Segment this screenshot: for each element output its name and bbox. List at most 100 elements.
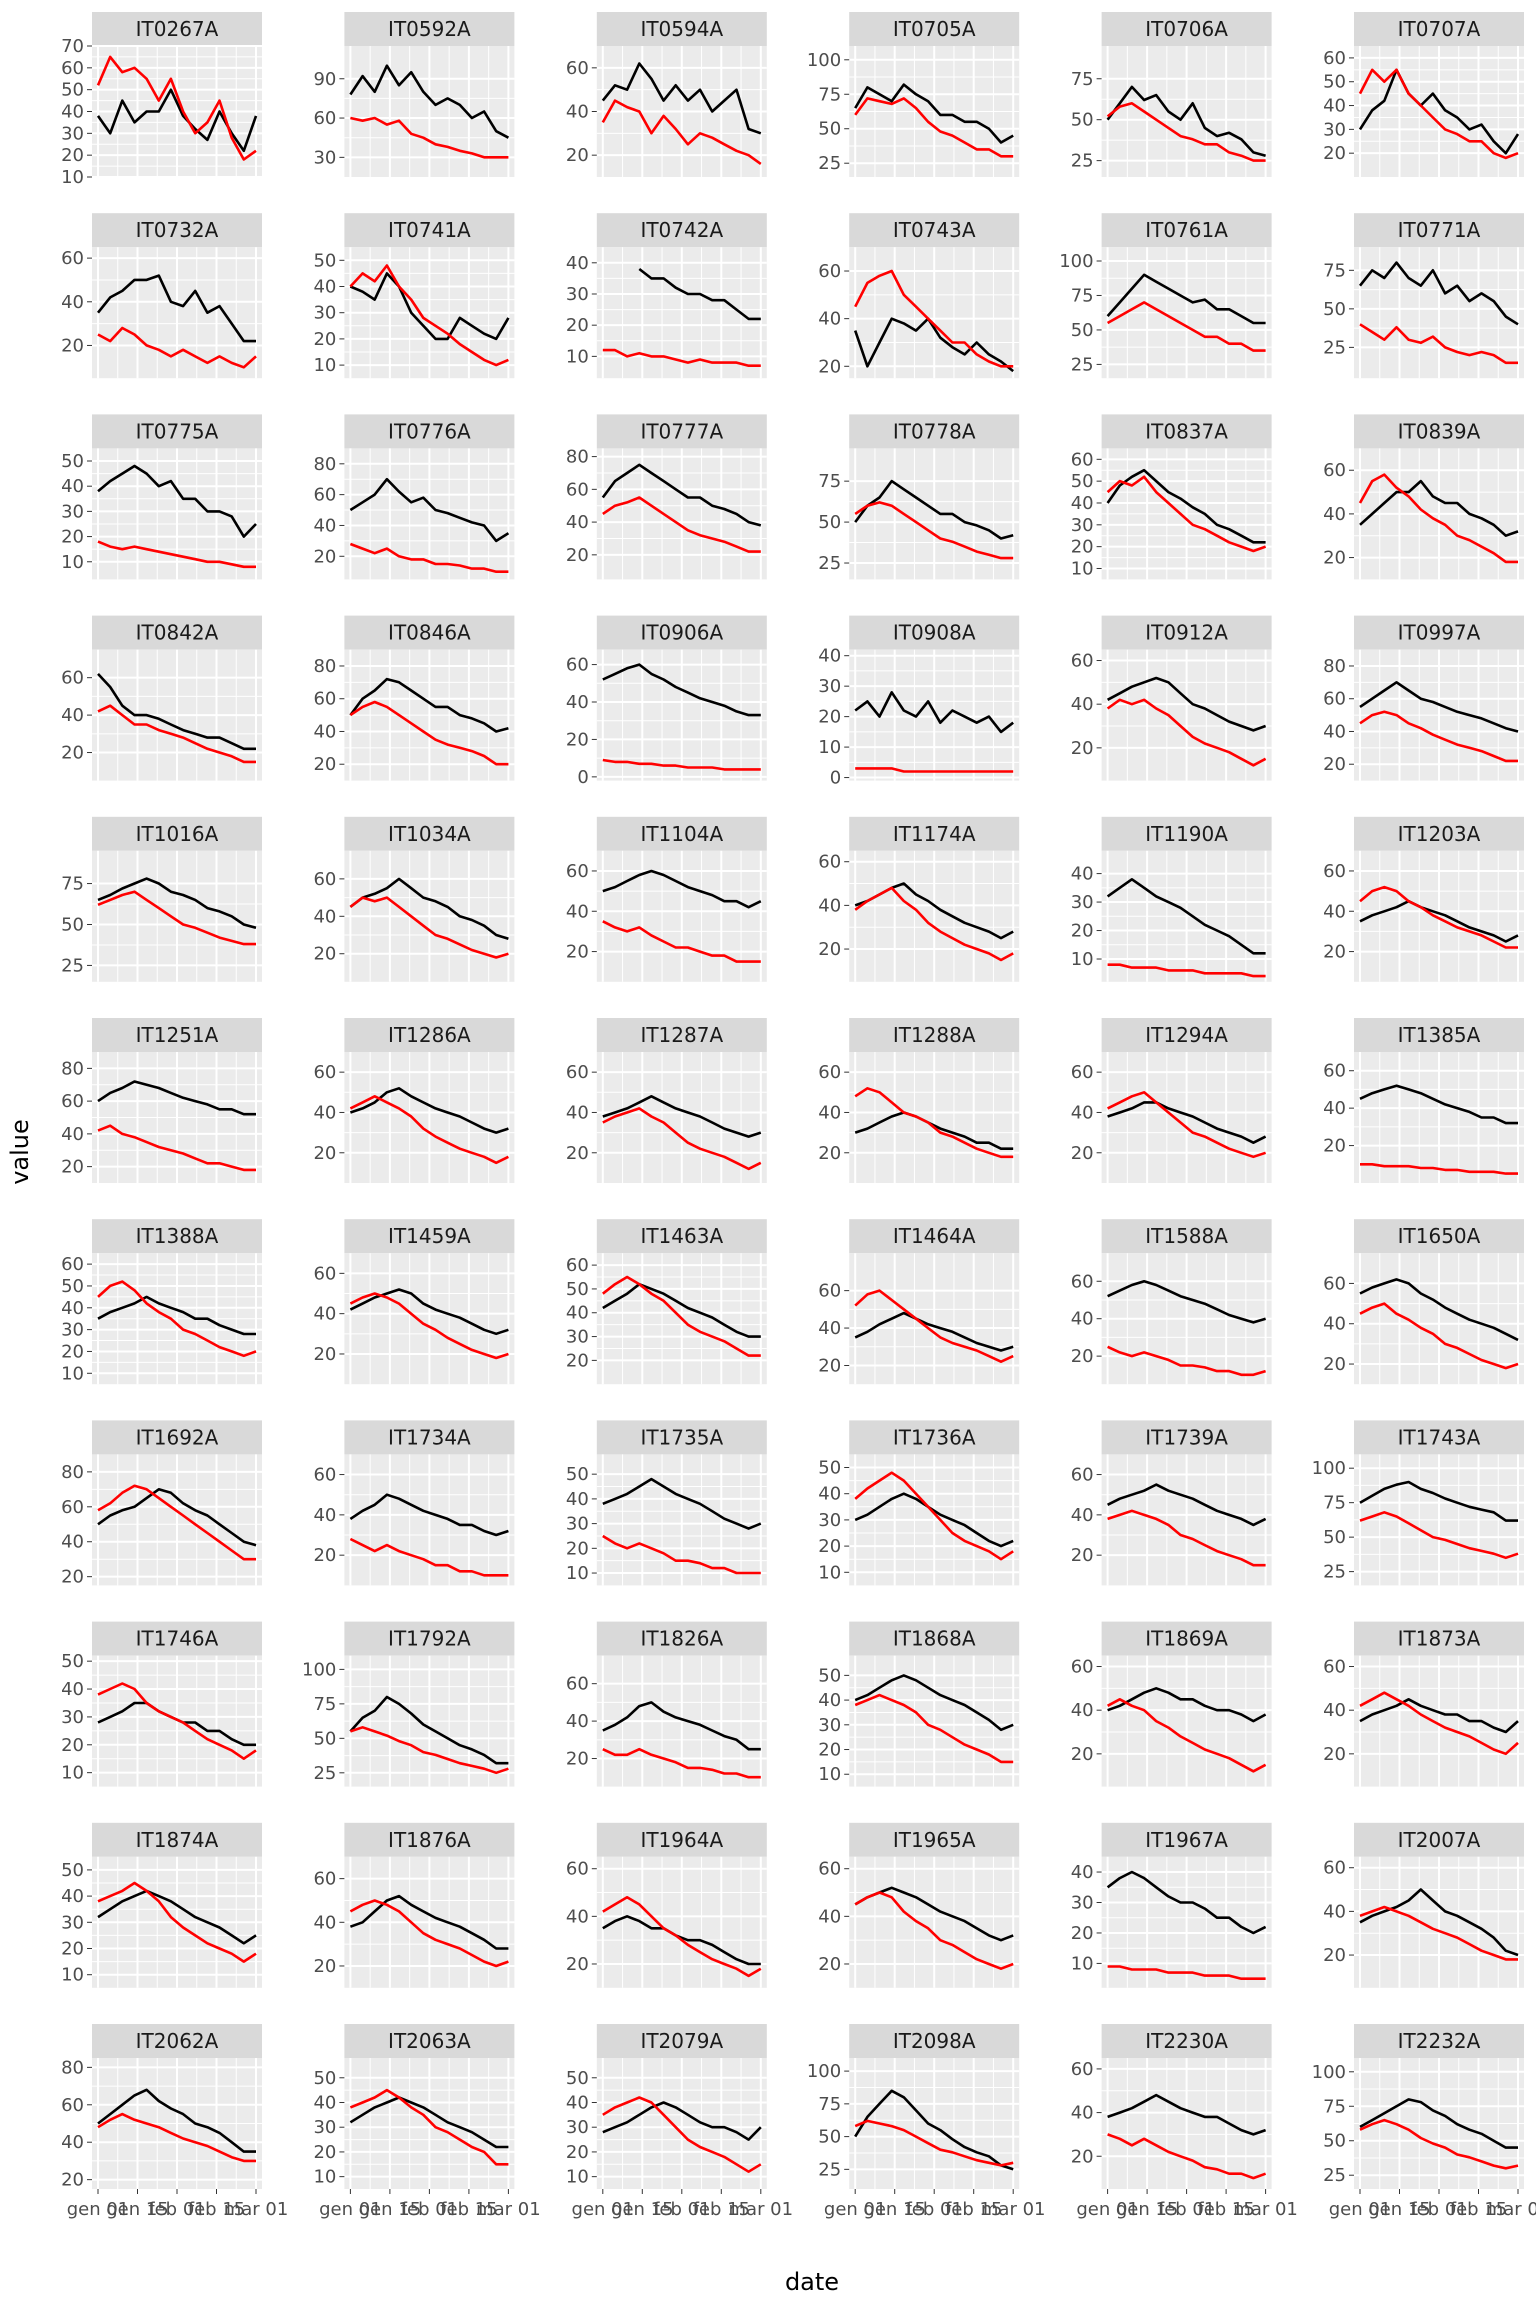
y-tick-label: 20 (61, 335, 84, 356)
series-line-black (349, 1087, 509, 1134)
x-tick-label: feb 01 (1410, 2199, 1467, 2220)
y-tick-label: 20 (566, 2142, 589, 2163)
facet-panel: IT0706A 25 50 75 (1071, 12, 1272, 177)
x-tick-label: mar 01 (224, 2199, 289, 2220)
y-tick-label: 50 (1323, 299, 1346, 320)
facet-strip-label: IT1692A (136, 1425, 219, 1449)
series-line-red (1358, 68, 1519, 160)
series-line-black (854, 479, 1014, 540)
y-tick-label: 40 (61, 476, 84, 497)
facet-strip-label: IT1016A (136, 822, 219, 846)
series-line-black (854, 2089, 1014, 2171)
y-tick-label: 30 (818, 676, 841, 697)
y-tick-label: 20 (566, 1350, 589, 1371)
series-line-black (97, 1889, 257, 1945)
facet-strip (596, 816, 767, 851)
facet-panel: IT0741A 10 20 30 40 50 (313, 213, 515, 379)
facet-strip (1101, 1621, 1272, 1656)
series-line-black (854, 1492, 1014, 1548)
y-tick-label: 40 (566, 1906, 589, 1927)
facet-strip (92, 12, 262, 46)
y-tick-label: 50 (818, 512, 841, 533)
facet-strip-label: IT0771A (1398, 218, 1481, 242)
facet-strip-label: IT1294A (1145, 1023, 1228, 1047)
y-tick-label: 40 (1323, 901, 1346, 922)
y-tick-label: 30 (313, 303, 336, 324)
facet-panel: IT1016A 25 50 75 (61, 816, 262, 982)
facet-strip (1101, 1018, 1272, 1052)
y-tick-label: 80 (566, 447, 589, 468)
y-tick-label: 50 (566, 1464, 589, 1485)
series-line-red (1106, 1698, 1267, 1773)
y-tick-label: 60 (61, 2095, 84, 2116)
y-tick-label: 20 (818, 1143, 841, 1164)
facet-strip (1101, 1420, 1272, 1455)
series-line-red (1107, 1091, 1267, 1159)
series-line-red (97, 890, 256, 946)
y-tick-label: 75 (818, 84, 841, 105)
facet-strip (1101, 816, 1272, 851)
facet-panel: IT1692A 20 40 60 80 (61, 1420, 262, 1588)
y-tick-label: 20 (1071, 738, 1094, 759)
y-tick-label: 75 (1071, 285, 1094, 306)
facet-strip (596, 12, 767, 46)
y-tick-label: 40 (1071, 694, 1094, 715)
x-tick-label: feb 15 (1197, 2199, 1254, 2220)
facet-strip (344, 1621, 515, 1656)
series-line-red (1359, 1905, 1518, 1961)
y-tick-label: 30 (61, 1707, 84, 1728)
y-tick-label: 20 (1323, 143, 1346, 164)
series-line-black (349, 2096, 509, 2149)
series-line-red (97, 1484, 256, 1561)
series-line-red (97, 1280, 257, 1358)
facet-strip (344, 414, 515, 449)
facet-panel: IT0732A 20 40 60 (61, 213, 262, 379)
y-tick-label: 60 (313, 689, 336, 710)
x-tick-label: gen 15 (106, 2199, 169, 2220)
facet-strip (849, 1420, 1020, 1455)
y-tick-label: 20 (1071, 1346, 1094, 1367)
y-tick-label: 75 (818, 471, 841, 492)
facet-strip-label: IT0776A (388, 419, 471, 443)
facet-panel: IT0912A 20 40 60 (1071, 615, 1272, 781)
y-tick-label: 40 (566, 253, 589, 274)
y-tick-label: 25 (818, 553, 841, 574)
facet-strip-label: IT1735A (640, 1425, 723, 1449)
facet-strip (1354, 1219, 1524, 1254)
facet-strip-label: IT1388A (136, 1224, 219, 1248)
y-tick-label: 60 (566, 1062, 589, 1083)
facet-strip (92, 414, 262, 449)
y-tick-label: 0 (830, 768, 841, 789)
series-line-black (602, 2101, 762, 2141)
y-tick-label: 60 (61, 1497, 84, 1518)
facet-strip-label: IT1650A (1398, 1224, 1481, 1248)
y-tick-label: 40 (1071, 1700, 1094, 1721)
y-tick-label: 60 (1071, 2059, 1094, 2080)
facet-strip (92, 1621, 262, 1656)
y-tick-label: 10 (313, 2167, 336, 2188)
series-line-black (854, 1674, 1014, 1732)
y-tick-label: 40 (818, 309, 841, 330)
facet-panel: IT1650A 20 40 60 (1323, 1219, 1524, 1385)
series-line-black (1107, 1483, 1267, 1527)
y-tick-label: 40 (818, 1906, 841, 1927)
series-line-black (1358, 261, 1519, 326)
facet-strip-label: IT0775A (136, 419, 219, 443)
facet-panel: IT0906A 0 20 40 60 (566, 615, 767, 788)
y-tick-label: 40 (818, 646, 841, 667)
y-tick-label: 40 (1071, 1505, 1094, 1526)
facet-panel: IT0778A 25 50 75 (818, 414, 1020, 580)
y-tick-label: 40 (1323, 1314, 1346, 1335)
facet-strip (92, 2024, 262, 2058)
series-line-black (1106, 676, 1267, 732)
y-tick-label: 60 (566, 1255, 589, 1276)
facet-strip-label: IT1287A (640, 1023, 723, 1047)
series-line-red (602, 348, 761, 367)
y-tick-label: 40 (1071, 2103, 1094, 2124)
y-tick-label: 20 (566, 1538, 589, 1559)
y-tick-label: 25 (818, 2159, 841, 2180)
y-tick-label: 40 (566, 512, 589, 533)
series-line-black (854, 691, 1014, 734)
